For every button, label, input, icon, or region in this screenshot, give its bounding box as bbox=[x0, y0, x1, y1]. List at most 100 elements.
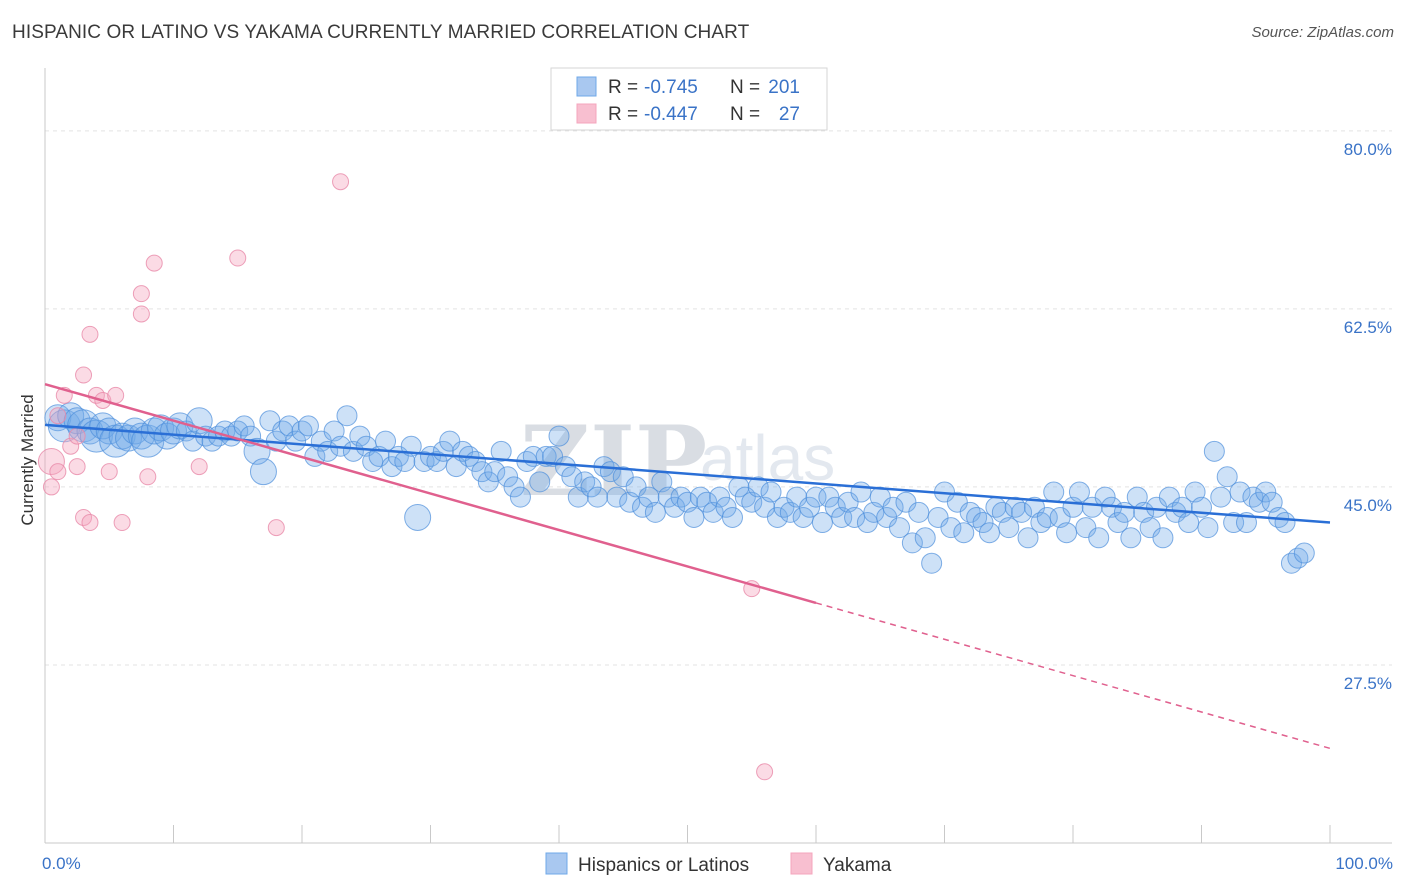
yakama-point bbox=[81, 325, 99, 343]
hispanic-point bbox=[233, 415, 255, 437]
yakama-point bbox=[332, 173, 350, 191]
hispanic-point bbox=[824, 496, 846, 518]
bottom-legend-swatch bbox=[790, 852, 813, 875]
trend-lines bbox=[44, 382, 1331, 750]
hispanic-point bbox=[625, 476, 647, 498]
hispanic-point bbox=[612, 466, 634, 488]
tick-labels: 80.0% 62.5% 45.0% 27.5% 0.0% 100.0% bbox=[42, 140, 1393, 873]
hispanic-point bbox=[850, 481, 872, 503]
hispanic-point bbox=[606, 486, 628, 508]
yakama-point bbox=[49, 463, 67, 481]
hispanic-point bbox=[561, 466, 583, 488]
hispanic-point bbox=[249, 458, 277, 486]
hispanic-point bbox=[1146, 496, 1168, 518]
hispanic-point bbox=[1094, 486, 1116, 508]
hispanic-point bbox=[587, 486, 609, 508]
hispanic-point bbox=[336, 405, 358, 427]
legend-n-value: 201 bbox=[768, 77, 800, 98]
yakama-point bbox=[132, 285, 150, 303]
hispanic-point bbox=[554, 456, 576, 478]
hispanic-point bbox=[901, 532, 923, 554]
y-tick-label: 45.0% bbox=[1344, 496, 1392, 515]
hispanic-point bbox=[471, 461, 493, 483]
yakama-point bbox=[756, 763, 774, 781]
hispanic-point bbox=[439, 430, 461, 452]
hispanic-point bbox=[792, 506, 814, 528]
hispanic-point bbox=[503, 476, 525, 498]
hispanic-point bbox=[426, 451, 448, 472]
series-yakama-points bbox=[37, 173, 774, 781]
yakama-point bbox=[113, 514, 131, 532]
hispanic-point bbox=[818, 486, 840, 508]
hispanic-point bbox=[1152, 527, 1174, 549]
yakama-point bbox=[68, 427, 86, 445]
hispanic-point bbox=[1107, 512, 1129, 534]
yakama-point bbox=[139, 468, 157, 486]
hispanic-point bbox=[1274, 512, 1296, 534]
hispanic-point bbox=[1139, 517, 1161, 539]
x-tick-label: 0.0% bbox=[42, 854, 81, 873]
hispanic-point bbox=[477, 471, 499, 493]
x-tick-label: 100.0% bbox=[1335, 854, 1393, 873]
watermark-zip: ZIP bbox=[520, 405, 707, 518]
hispanic-point bbox=[1197, 517, 1219, 539]
y-tick-label: 62.5% bbox=[1344, 318, 1392, 337]
hispanic-point bbox=[243, 437, 271, 465]
yakama-point bbox=[37, 448, 65, 475]
yakama-point bbox=[229, 249, 247, 267]
yakama-point bbox=[62, 437, 80, 455]
hispanic-point bbox=[1036, 506, 1058, 528]
hispanic-point bbox=[914, 527, 936, 549]
hispanic-point bbox=[696, 491, 718, 513]
hispanic-point bbox=[259, 410, 281, 432]
legend-frame bbox=[550, 67, 828, 131]
hispanic-point bbox=[542, 445, 564, 467]
legend-n-value: 27 bbox=[779, 104, 800, 125]
hispanic-point bbox=[497, 466, 519, 488]
hispanic-point bbox=[908, 501, 930, 523]
hispanic-point bbox=[709, 486, 731, 508]
legend-swatch bbox=[576, 76, 597, 97]
hispanic-point bbox=[1056, 522, 1078, 544]
hispanic-point bbox=[760, 481, 782, 503]
legend-box: R = -0.745 N = 201 R = -0.447 N = 27 bbox=[550, 67, 828, 131]
bottom-legend: Hispanics or Latinos Yakama bbox=[545, 852, 892, 876]
source-credit: Source: ZipAtlas.com bbox=[1251, 24, 1394, 41]
hispanic-point bbox=[632, 496, 654, 518]
hispanic-point bbox=[381, 456, 403, 478]
yakama-trend-extension bbox=[815, 602, 1331, 750]
hispanic-point bbox=[1203, 440, 1225, 462]
yakama-point bbox=[75, 366, 93, 384]
hispanic-point bbox=[548, 425, 570, 447]
gridlines bbox=[45, 130, 1392, 666]
hispanic-point bbox=[1017, 527, 1039, 549]
yakama-point bbox=[49, 407, 67, 425]
hispanic-point bbox=[786, 486, 808, 508]
yakama-point bbox=[68, 458, 86, 476]
yakama-point bbox=[100, 463, 118, 481]
legend-r-label: R = bbox=[608, 104, 638, 125]
hispanic-point bbox=[404, 503, 432, 531]
hispanic-point bbox=[1210, 486, 1232, 508]
legend-r-label: R = bbox=[608, 77, 638, 98]
hispanic-point bbox=[1120, 527, 1142, 549]
hispanic-point bbox=[927, 506, 949, 528]
hispanic-point bbox=[895, 491, 917, 513]
hispanic-point bbox=[529, 471, 551, 493]
hispanic-point bbox=[509, 486, 531, 508]
hispanic-point bbox=[297, 415, 319, 437]
hispanic-point bbox=[747, 476, 769, 498]
hispanic-point bbox=[721, 506, 743, 528]
legend-r-value: -0.447 bbox=[644, 104, 698, 125]
series-hispanics-points bbox=[44, 402, 1315, 574]
y-tick-label: 27.5% bbox=[1344, 674, 1392, 693]
hispanic-point bbox=[1248, 491, 1270, 513]
axes bbox=[44, 68, 1392, 844]
yakama-trend-line bbox=[44, 382, 817, 605]
legend-swatch bbox=[576, 103, 597, 124]
yakama-point bbox=[132, 305, 150, 323]
hispanic-point bbox=[664, 496, 686, 518]
hispanic-point bbox=[844, 506, 866, 528]
yakama-point bbox=[190, 458, 208, 476]
